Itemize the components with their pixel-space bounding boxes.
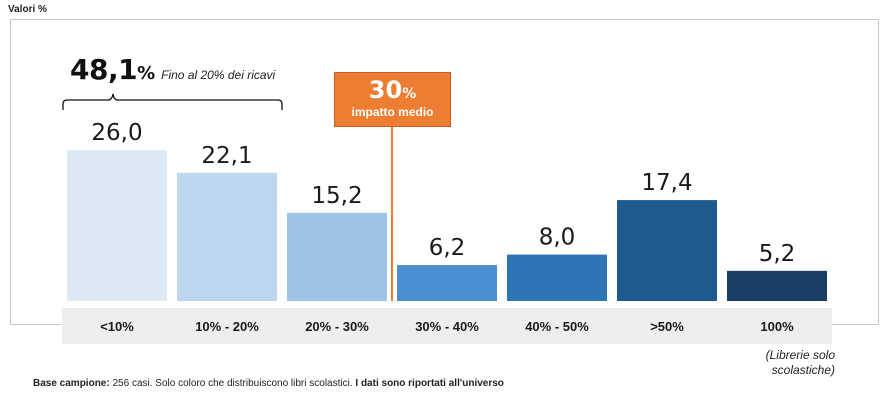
category-label: >50% [650,319,684,334]
bar-value-label: 6,2 [429,235,466,261]
category-label: 40% - 50% [525,319,589,334]
impact-text: impatto medio [351,105,434,119]
footer-bold-text: I dati sono riportati all'universo [355,378,504,389]
footer-label: Base campione: [33,378,110,389]
impact-unit: % [402,86,417,102]
cumulative-unit: % [137,63,156,84]
cumulative-text: Fino al 20% dei ricavi [161,68,276,82]
bar [177,172,277,301]
impact-callout: 30% impatto medio [334,72,451,127]
bar-value-label: 22,1 [201,143,252,169]
cumulative-value: 48,1 [70,53,138,86]
category-label: 10% - 20% [195,319,259,334]
bar-value-label: 5,2 [759,241,796,267]
bar-value-label: 15,2 [311,183,362,209]
category-label: 20% - 30% [305,319,369,334]
bar [507,254,607,301]
bar-value-label: 17,4 [641,170,692,196]
footer-note: Base campione: 256 casi. Solo coloro che… [33,378,504,389]
bar [67,150,167,301]
impact-value: 30 [368,76,403,104]
bar [727,270,827,301]
category-label: 30% - 40% [415,319,479,334]
category-label: 100% [760,319,794,334]
bar [287,212,387,301]
category-axis-band [62,308,832,344]
bar [397,265,497,301]
bar-value-label: 26,0 [91,120,142,146]
footer-text: 256 casi. Solo coloro che distribuiscono… [112,378,353,389]
bar-value-label: 8,0 [539,225,576,251]
cumulative-callout: 48,1% Fino al 20% dei ricavi [70,53,275,86]
note-100-percent: (Librerie solo scolastiche) [765,348,835,377]
category-label: <10% [100,319,134,334]
bar [617,200,717,301]
bracket [62,93,283,110]
unit-label: Valori % [8,4,47,15]
